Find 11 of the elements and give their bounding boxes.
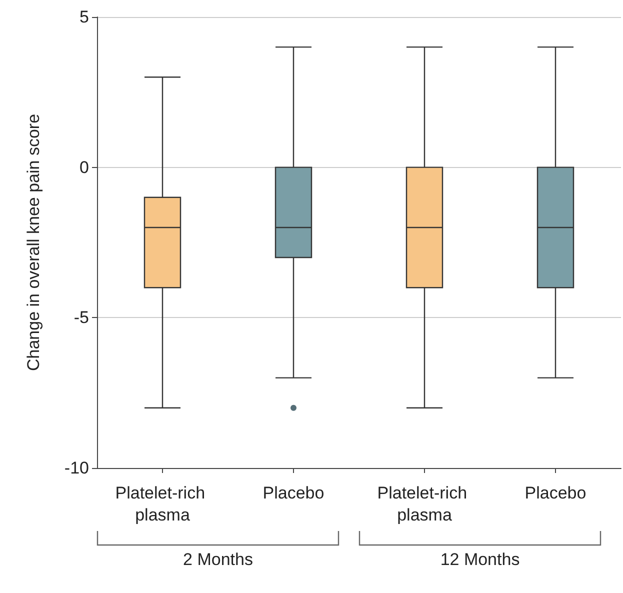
- x-tick-label: Placebo: [262, 484, 324, 502]
- y-tick-label: -5: [74, 308, 89, 328]
- x-tick-label: Platelet-rich plasma: [115, 484, 210, 524]
- text: 2 Months: [183, 550, 253, 569]
- y-tick-label: 0: [80, 158, 89, 177]
- x-tick-label: Placebo: [524, 484, 586, 502]
- x-tick-label: Platelet-rich plasma: [377, 484, 472, 524]
- y-axis-title: Change in overall knee pain score: [24, 114, 43, 372]
- y-tick-label: -10: [64, 458, 89, 478]
- text: 12 Months: [440, 550, 520, 569]
- y-tick-label: 5: [80, 8, 89, 26]
